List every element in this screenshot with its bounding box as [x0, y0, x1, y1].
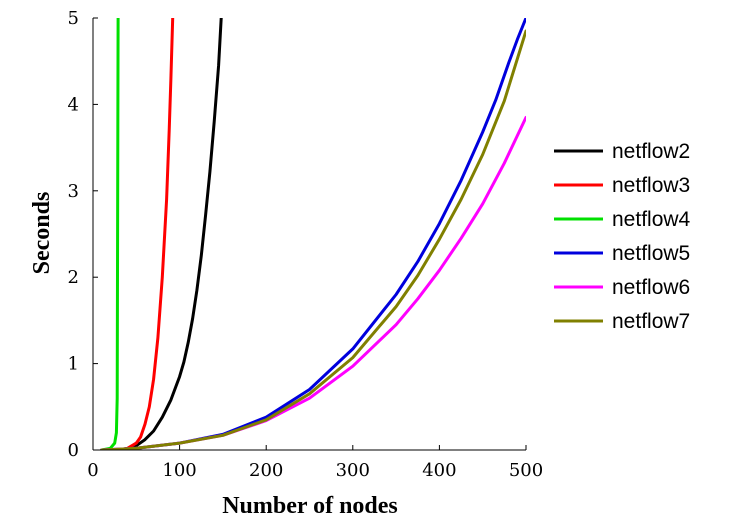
y-axis-title: Seconds	[29, 192, 55, 275]
legend-label: netflow4	[612, 208, 691, 231]
axes-layer	[92, 18, 526, 451]
legend: netflow2 netflow3 netflow4 netflow5 netflow6…	[554, 140, 691, 333]
y-tick-label: 4	[68, 94, 79, 115]
legend-item-netflow7: netflow7	[554, 310, 690, 333]
legend-label: netflow2	[612, 140, 690, 163]
series-line-netflow3	[117, 18, 175, 450]
x-tick-label: 200	[249, 460, 283, 481]
x-axis-title: Number of nodes	[222, 493, 398, 519]
y-tick-label: 2	[68, 267, 79, 288]
legend-label: netflow3	[612, 174, 690, 197]
series-line-netflow7	[100, 29, 526, 450]
x-tick-label: 500	[509, 460, 543, 481]
legend-label: netflow7	[612, 310, 690, 333]
series-line-netflow2	[100, 18, 223, 450]
ticks-layer: 0 100 200 300 400 500 0 1 2 3 4 5	[68, 8, 544, 481]
legend-item-netflow5: netflow5	[554, 242, 690, 265]
series-line-netflow4	[100, 18, 120, 450]
x-tick-label: 100	[162, 460, 196, 481]
series-layer	[100, 18, 526, 450]
legend-label: netflow6	[612, 276, 690, 299]
y-tick-label: 3	[68, 181, 79, 202]
y-tick-label: 1	[68, 354, 79, 375]
legend-item-netflow2: netflow2	[554, 140, 690, 163]
x-tick-label: 400	[422, 460, 456, 481]
legend-item-netflow3: netflow3	[554, 174, 690, 197]
series-line-netflow6	[100, 115, 526, 450]
x-tick-label: 0	[87, 460, 98, 481]
y-tick-label: 5	[68, 8, 79, 29]
y-tick-label: 0	[68, 440, 79, 461]
legend-label: netflow5	[612, 242, 690, 265]
legend-item-netflow4: netflow4	[554, 208, 691, 231]
legend-item-netflow6: netflow6	[554, 276, 690, 299]
x-tick-label: 300	[336, 460, 370, 481]
